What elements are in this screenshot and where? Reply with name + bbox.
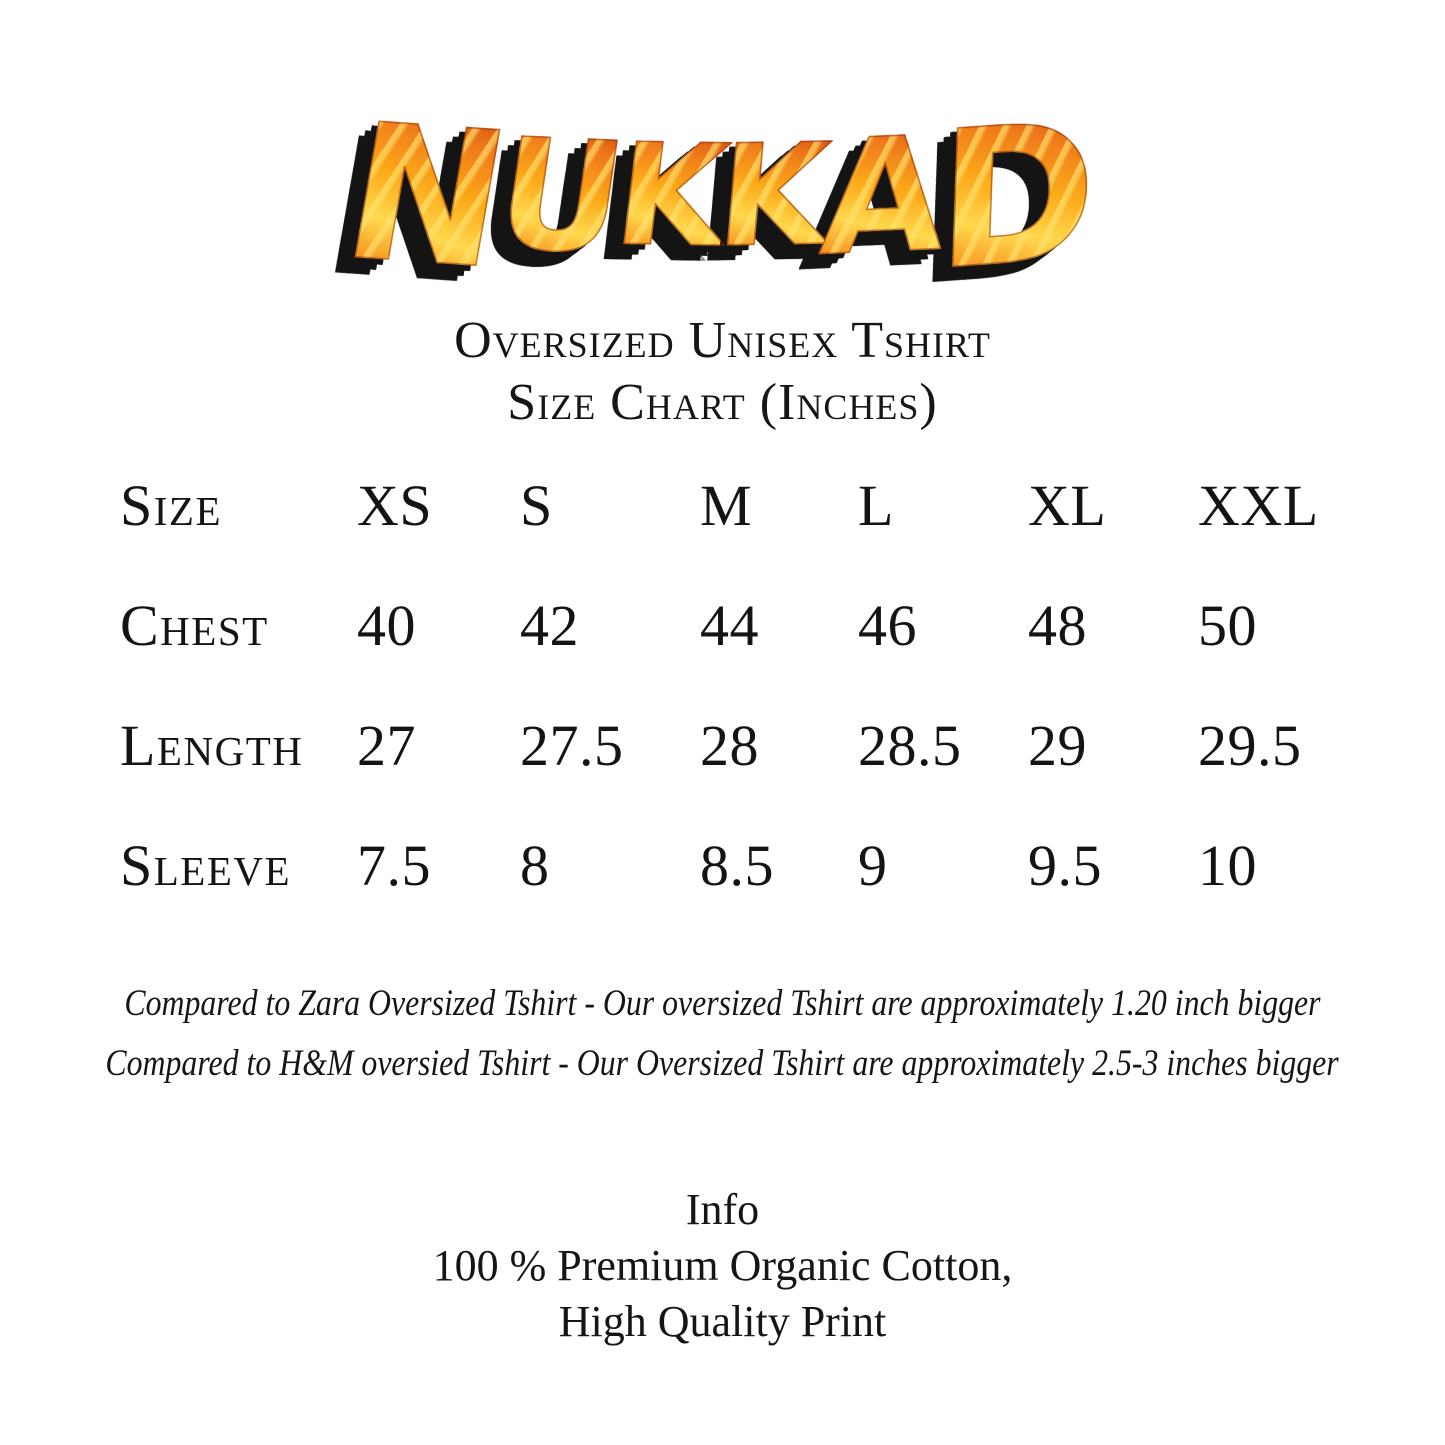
- chest-value-xs: 40: [357, 592, 416, 658]
- sleeve-value-xxl: 10: [1198, 832, 1257, 898]
- comparison-note-zara: Compared to Zara Oversized Tshirt - Our …: [0, 982, 1445, 1025]
- row-header-sleeve: Sleeve: [120, 832, 292, 898]
- column-header-xs: XS: [357, 472, 433, 538]
- logo-letter: K: [711, 113, 835, 279]
- length-value-xl: 29: [1028, 712, 1087, 778]
- row-header-chest: Chest: [120, 592, 269, 658]
- row-header-size: Size: [120, 472, 222, 538]
- info-heading: Info: [685, 1185, 760, 1234]
- sleeve-value-xs: 7.5: [357, 832, 431, 898]
- column-header-xl: XL: [1028, 472, 1107, 538]
- length-value-xxl: 29.5: [1198, 712, 1302, 778]
- chest-value-m: 44: [700, 592, 759, 658]
- sleeve-value-s: 8: [520, 832, 550, 898]
- comparison-note-hm: Compared to H&M oversied Tshirt - Our Ov…: [0, 1042, 1445, 1085]
- row-header-length: Length: [120, 712, 304, 778]
- comparison-note-zara-text: Compared to Zara Oversized Tshirt - Our …: [124, 983, 1321, 1024]
- info-material: 100 % Premium Organic Cotton,: [432, 1241, 1013, 1290]
- column-header-s: S: [520, 472, 553, 538]
- column-header-m: M: [700, 472, 753, 538]
- length-value-s: 27.5: [520, 712, 624, 778]
- chest-value-xxl: 50: [1198, 592, 1257, 658]
- comparison-note-hm-text: Compared to H&M oversied Tshirt - Our Ov…: [105, 1043, 1340, 1084]
- length-value-l: 28.5: [858, 712, 962, 778]
- logo-letter: D: [933, 80, 1101, 313]
- chest-value-s: 42: [520, 592, 579, 658]
- sleeve-value-xl: 9.5: [1028, 832, 1102, 898]
- comparison-notes: Compared to Zara Oversized Tshirt - Our …: [0, 982, 1445, 1102]
- sleeve-value-l: 9: [858, 832, 888, 898]
- column-header-xxl: XXL: [1198, 472, 1319, 538]
- chest-value-l: 46: [858, 592, 917, 658]
- size-table: Size XS S M L XL XXL Chest 40 42 44 46 4…: [120, 445, 1425, 925]
- chest-value-xl: 48: [1028, 592, 1087, 658]
- info-print: High Quality Print: [558, 1297, 887, 1346]
- column-header-l: L: [858, 472, 894, 538]
- length-value-xs: 27: [357, 712, 416, 778]
- sleeve-value-m: 8.5: [700, 832, 774, 898]
- size-chart-title: Size Chart (Inches): [507, 374, 938, 431]
- product-subtitle: Oversized Unisex Tshirt: [454, 312, 991, 369]
- length-value-m: 28: [700, 712, 759, 778]
- logo-letter: A: [815, 102, 951, 293]
- info-block: Info 100 % Premium Organic Cotton, High …: [0, 1182, 1445, 1350]
